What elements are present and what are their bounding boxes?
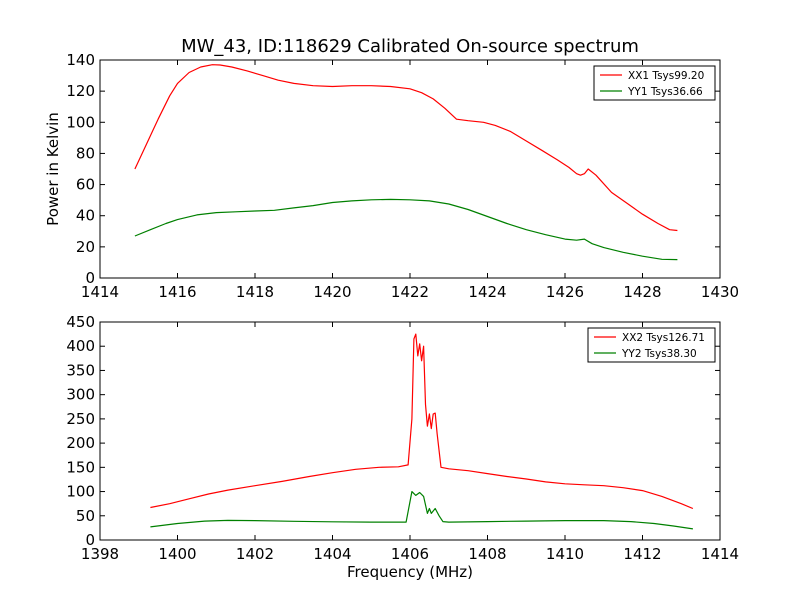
x-tick-label: 1398 xyxy=(81,545,119,563)
x-tick-label: 1412 xyxy=(623,545,661,563)
legend-1: XX1 Tsys99.20 YY1 Tsys36.66 xyxy=(593,65,716,101)
y-tick-label: 100 xyxy=(66,483,95,501)
y-tick-label: 100 xyxy=(66,113,95,131)
y-tick-label: 50 xyxy=(76,507,95,525)
x-tick-label: 1424 xyxy=(468,283,506,301)
x-tick-label: 1414 xyxy=(81,283,119,301)
series-line-1-2 xyxy=(134,198,678,261)
legend-entry: YY1 Tsys36.66 xyxy=(627,86,703,98)
subplot-1: 1414 1416 1418 1420 1422 1424 1426 1428 1430 0 20 4… xyxy=(44,51,739,301)
series-line-2-1 xyxy=(150,333,694,510)
y-tick-label: 60 xyxy=(76,176,95,194)
x-tick-label: 1420 xyxy=(313,283,351,301)
x-tick-label: 1404 xyxy=(313,545,351,563)
x-tick-label: 1422 xyxy=(391,283,429,301)
figure-title: MW_43, ID:118629 Calibrated On-source sp… xyxy=(181,36,639,57)
y-tick-label: 120 xyxy=(66,82,95,100)
y-axis-label: Power in Kelvin xyxy=(44,112,62,226)
x-tick-label: 1428 xyxy=(623,283,661,301)
series-line-2-2 xyxy=(150,491,693,530)
y-tick-label: 20 xyxy=(76,238,95,256)
x-tick-label: 1416 xyxy=(158,283,196,301)
y-tick-label: 140 xyxy=(66,51,95,69)
x-tick-label: 1426 xyxy=(546,283,584,301)
x-tick-label: 1402 xyxy=(236,545,274,563)
x-tick-label: 1410 xyxy=(546,545,584,563)
legend-entry: XX1 Tsys99.20 xyxy=(628,70,704,82)
y-tick-label: 40 xyxy=(76,207,95,225)
legend-box xyxy=(593,65,716,101)
y-tick-label: 450 xyxy=(66,313,95,331)
legend-entry: YY2 Tsys38.30 xyxy=(621,348,697,360)
y-tick-label: 150 xyxy=(66,458,95,476)
y-tick-label: 350 xyxy=(66,361,95,379)
x-tick-label: 1414 xyxy=(701,545,739,563)
legend-box xyxy=(587,327,716,363)
series-line-1-1 xyxy=(134,64,678,232)
x-tick-label: 1418 xyxy=(236,283,274,301)
y-tick-label: 400 xyxy=(66,337,95,355)
legend-2: XX2 Tsys126.71 YY2 Tsys38.30 xyxy=(587,327,716,363)
legend-entry: XX2 Tsys126.71 xyxy=(622,332,705,344)
y-tick-label: 300 xyxy=(66,386,95,404)
x-tick-label: 1406 xyxy=(391,545,429,563)
x-tick-label: 1400 xyxy=(158,545,196,563)
y-tick-label: 250 xyxy=(66,410,95,428)
subplot-2: 1398 1400 1402 1404 1406 1408 1410 1412 1414 0 50 1… xyxy=(66,313,739,581)
x-axis-label: Frequency (MHz) xyxy=(347,563,473,581)
x-tick-label: 1430 xyxy=(701,283,739,301)
y-tick-label: 0 xyxy=(85,531,95,549)
x-tick-label: 1408 xyxy=(468,545,506,563)
y-tick-label: 200 xyxy=(66,434,95,452)
y-tick-label: 80 xyxy=(76,144,95,162)
y-tick-label: 0 xyxy=(85,269,95,287)
plots-group: 1414 1416 1418 1420 1422 1424 1426 1428 1430 0 20 4… xyxy=(44,51,739,581)
